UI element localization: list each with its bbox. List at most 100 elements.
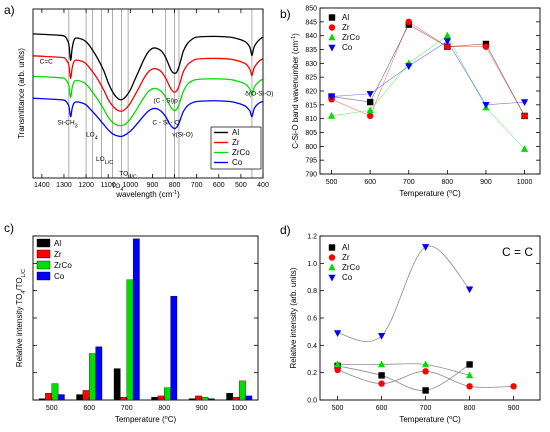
band-annotation: C - Si - O	[152, 120, 179, 127]
spectrum-line-co	[32, 97, 264, 138]
y-tick-label: 815	[305, 102, 317, 109]
y-tick-label: 0.4	[307, 343, 317, 350]
x-tick-label: 700	[403, 179, 415, 186]
trend-line-zrco	[337, 363, 470, 376]
bar-zr	[120, 397, 127, 401]
x-tick-label: 800	[442, 179, 454, 186]
data-point-al	[378, 372, 385, 379]
legend-label: ZrCo	[342, 263, 360, 272]
legend-swatch	[36, 260, 51, 270]
legend-marker	[328, 33, 336, 41]
data-point-co	[422, 244, 430, 251]
x-tick-label: 500	[332, 405, 344, 412]
legend-marker	[328, 263, 336, 271]
legend-label: Zr	[342, 253, 350, 262]
panel-b-letter: b)	[280, 7, 291, 21]
x-tick-label: 1300	[56, 182, 72, 189]
data-point-zr	[378, 380, 385, 387]
bar-al	[76, 394, 84, 401]
legend-label: Co	[342, 43, 353, 52]
data-point-zrco	[520, 145, 529, 152]
legend-marker	[328, 14, 336, 21]
data-point-zrco	[466, 371, 474, 379]
legend-label: ZrCo	[342, 33, 360, 42]
data-point-al	[466, 361, 473, 368]
y-tick-label: 0.2	[307, 370, 317, 377]
legend: Al Zr ZrCo Co	[36, 238, 72, 281]
x-tick-label: 600	[83, 405, 95, 412]
legend-marker	[328, 244, 336, 251]
data-point-co	[443, 38, 451, 46]
x-tick-label: 1000	[231, 405, 247, 412]
bar-co	[95, 346, 103, 401]
legend-label: Co	[54, 272, 65, 281]
bar-zr	[157, 395, 165, 401]
x-tick-label: 1000	[517, 179, 533, 186]
data-point-al	[422, 387, 429, 394]
bar-co	[132, 238, 140, 401]
data-point-zr	[510, 383, 517, 390]
y-axis-label: Relative intensity (arb. units)	[289, 267, 298, 368]
legend-label: Zr	[232, 138, 240, 147]
band-annotation: v(Si-O)	[172, 132, 193, 139]
bar-zrco	[201, 397, 209, 401]
y-tick-label: 845	[305, 19, 317, 26]
y-tick-label: 1.0	[307, 261, 317, 268]
panel-c-letter: c)	[4, 221, 14, 235]
x-tick-label: 1000	[123, 182, 139, 189]
legend-marker	[328, 254, 336, 261]
bar-zr	[195, 395, 202, 401]
x-tick-label: 1200	[78, 182, 94, 189]
bar-zrco	[126, 279, 134, 401]
spectrum-line-zr	[32, 55, 264, 112]
legend-label: Al	[54, 239, 61, 248]
bar-zr	[82, 390, 90, 401]
band-annotation: δ(O-Si-O)	[245, 90, 273, 97]
panel-a-letter: a)	[4, 3, 15, 17]
data-point-zr	[444, 43, 451, 50]
legend-label: Al	[232, 128, 239, 137]
y-axis-label: Transmittance (arb. units)	[17, 48, 26, 139]
data-point-zrco	[366, 106, 374, 114]
band-annotation: TOL/C	[119, 171, 137, 181]
x-tick-label: 400	[257, 182, 269, 189]
legend-label: ZrCo	[54, 261, 72, 270]
series-line-al	[331, 24, 525, 117]
x-tick-label: 1400	[34, 182, 50, 189]
bar-zrco	[89, 353, 96, 401]
bar-co	[207, 398, 215, 401]
x-tick-label: 600	[376, 405, 388, 412]
bar-zr	[45, 392, 52, 401]
bar-co	[245, 395, 253, 401]
bar-al	[188, 398, 196, 401]
bar-co	[57, 394, 65, 401]
x-axis-label: Temperature (oC)	[399, 415, 461, 424]
y-axis-label: C-Si-O band wavenumber (cm-1)	[291, 33, 300, 149]
x-tick-label: 900	[508, 405, 520, 412]
x-tick-label: 500	[235, 182, 247, 189]
y-tick-label: 790	[305, 172, 317, 179]
band-annotation: C=C	[40, 59, 53, 66]
data-point-co	[405, 63, 413, 71]
plot-frame	[32, 8, 264, 179]
data-point-zrco	[334, 360, 342, 368]
x-tick-label: 500	[326, 179, 338, 186]
legend-swatch	[36, 238, 51, 248]
spectrum-line-al	[32, 33, 264, 101]
panel-d-letter: d)	[280, 223, 291, 237]
x-tick-label: 900	[196, 405, 208, 412]
x-tick-label: 800	[169, 182, 181, 189]
data-point-zrco	[422, 360, 430, 368]
bar-al	[151, 397, 159, 401]
panel-d: d) 0.0 0.2 0.4 0.6 0.8 1.0 1.2 500 600 700 800 900 Te…	[280, 223, 541, 424]
data-point-zrco	[443, 31, 451, 39]
y-tick-label: 850	[305, 6, 317, 13]
bar-al	[38, 398, 46, 401]
band-annotation: LOL/C	[96, 156, 113, 166]
spectrum-line-zrco	[32, 75, 264, 127]
legend-label: Zr	[54, 250, 62, 259]
trend-line-al	[337, 364, 470, 391]
